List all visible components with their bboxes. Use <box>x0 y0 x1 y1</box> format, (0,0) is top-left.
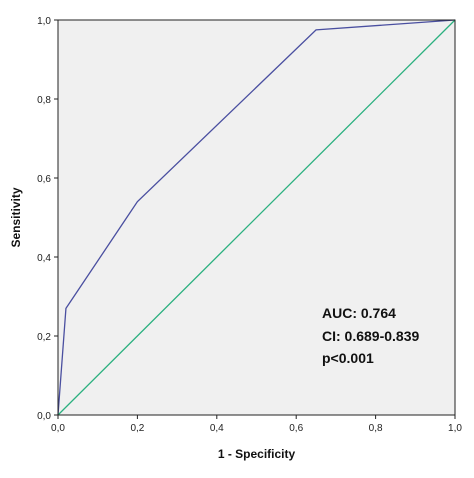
plot-frame <box>57 19 456 416</box>
y-axis-title: Sensitivity <box>9 187 23 247</box>
y-tick-label: 1,0 <box>37 16 51 27</box>
y-tick-label: 0,6 <box>37 174 51 185</box>
series-layer <box>57 19 456 416</box>
ci-annotation: CI: 0.689-0.839 <box>322 328 419 344</box>
y-tick-label: 0,2 <box>37 332 51 343</box>
y-axis: 0,0 0,2 0,4 0,6 0,8 1,0 <box>37 16 58 422</box>
x-axis: 0,0 0,2 0,4 0,6 0,8 1,0 <box>51 415 462 434</box>
y-tick-label: 0,0 <box>37 411 51 422</box>
auc-annotation: AUC: 0.764 <box>322 305 396 321</box>
y-tick-label: 0,8 <box>37 95 51 106</box>
roc-curve <box>57 19 456 416</box>
x-axis-title: 1 - Specificity <box>218 447 296 461</box>
p-value-annotation: p<0.001 <box>322 350 374 366</box>
reference-diagonal-line <box>57 19 456 416</box>
x-tick-label: 0,2 <box>130 423 144 434</box>
x-tick-label: 0,0 <box>51 423 65 434</box>
y-tick-label: 0,4 <box>37 253 51 264</box>
x-tick-label: 0,6 <box>289 423 303 434</box>
x-tick-label: 0,8 <box>369 423 383 434</box>
x-tick-label: 0,4 <box>210 423 224 434</box>
x-tick-label: 1,0 <box>448 423 462 434</box>
